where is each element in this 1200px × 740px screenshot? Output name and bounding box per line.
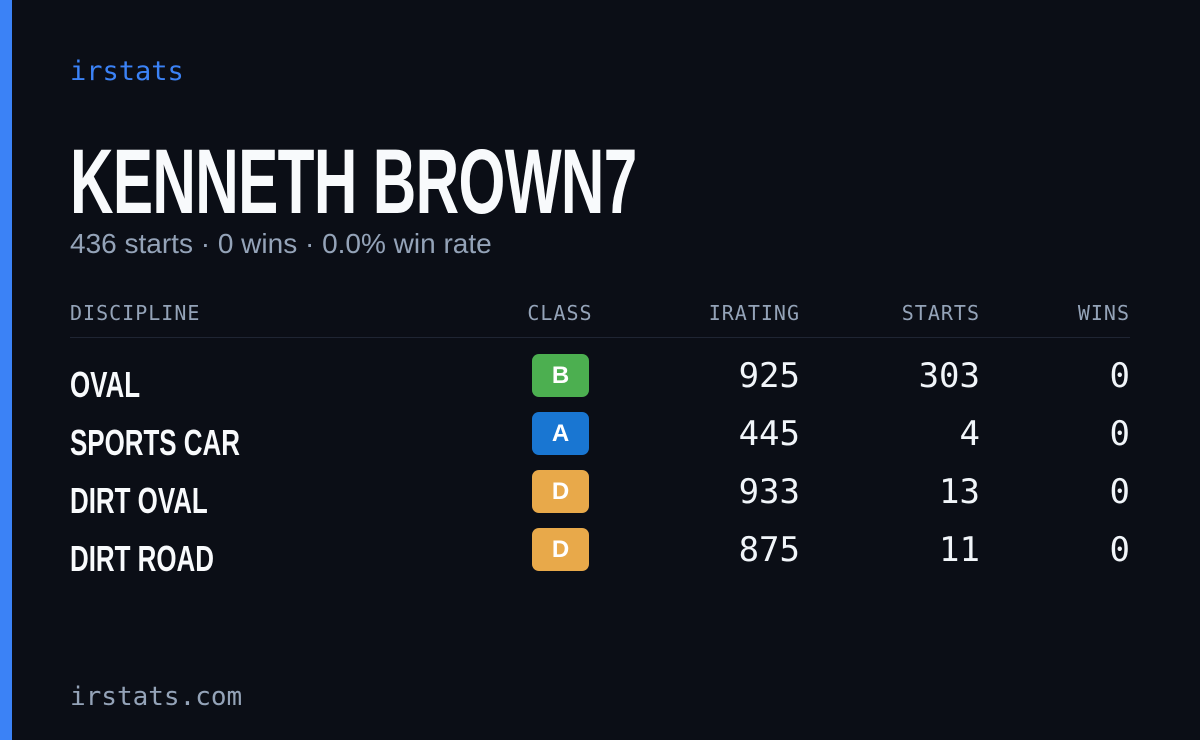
- irating: 933: [738, 472, 800, 512]
- class-badge: D: [532, 470, 589, 513]
- header-rule: [70, 337, 1130, 338]
- summary: 436 starts · 0 wins · 0.0% win rate: [70, 228, 492, 259]
- irating: 925: [738, 356, 800, 396]
- wins: 0: [1109, 530, 1130, 570]
- column-header: STARTS: [901, 301, 980, 325]
- wins: 0: [1109, 414, 1130, 454]
- column-header: WINS: [1077, 301, 1130, 325]
- column-header: IRATING: [708, 301, 800, 325]
- irating: 445: [738, 414, 800, 454]
- starts: 303: [918, 356, 980, 396]
- starts: 11: [939, 530, 980, 570]
- class-badge: A: [532, 412, 589, 455]
- column-header: DISCIPLINE: [70, 301, 201, 325]
- starts: 13: [939, 472, 980, 512]
- discipline: DIRT OVAL: [70, 480, 208, 521]
- wins: 0: [1109, 356, 1130, 396]
- class-badge: D: [532, 528, 589, 571]
- wins: 0: [1109, 472, 1130, 512]
- accent-bar: [0, 0, 12, 740]
- footer: irstats.com: [70, 682, 243, 712]
- irating: 875: [738, 530, 800, 570]
- class-badge: B: [532, 354, 589, 397]
- discipline: DIRT ROAD: [70, 538, 214, 579]
- starts: 4: [959, 414, 980, 454]
- column-header: CLASS: [527, 301, 593, 325]
- brand: irstats: [70, 56, 184, 87]
- discipline: OVAL: [70, 364, 141, 405]
- discipline: SPORTS CAR: [70, 422, 240, 463]
- driver-name: KENNETH BROWN7: [70, 131, 637, 233]
